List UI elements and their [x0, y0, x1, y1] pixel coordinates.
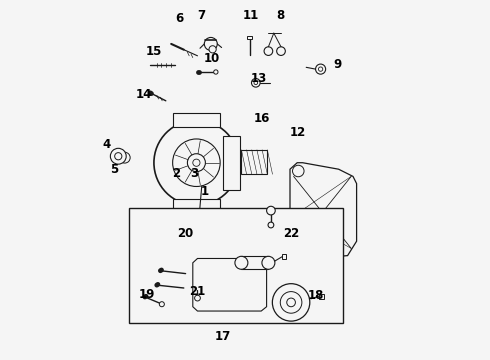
Text: 3: 3 [190, 167, 198, 180]
Circle shape [110, 148, 126, 164]
Text: 1: 1 [200, 185, 209, 198]
Text: 7: 7 [197, 9, 205, 22]
Bar [173, 199, 220, 212]
Bar [223, 136, 240, 190]
Circle shape [154, 120, 239, 205]
Circle shape [254, 81, 258, 85]
Text: 22: 22 [283, 227, 299, 240]
Circle shape [267, 206, 275, 215]
Text: 19: 19 [139, 288, 155, 301]
Text: 11: 11 [242, 9, 259, 22]
Circle shape [172, 139, 220, 186]
Circle shape [318, 67, 323, 71]
Text: 16: 16 [254, 112, 270, 125]
Circle shape [187, 154, 205, 172]
Circle shape [277, 47, 285, 55]
Circle shape [251, 78, 260, 87]
Circle shape [287, 298, 295, 307]
Circle shape [316, 64, 326, 74]
Text: 15: 15 [146, 45, 163, 58]
Circle shape [293, 243, 304, 254]
Bar [242, 256, 269, 269]
Circle shape [272, 284, 310, 321]
Circle shape [264, 47, 273, 55]
Circle shape [159, 302, 164, 307]
Bar [282, 254, 286, 259]
Text: 12: 12 [290, 126, 306, 139]
Circle shape [195, 295, 200, 301]
Circle shape [120, 152, 130, 163]
Text: 20: 20 [177, 227, 194, 240]
Circle shape [193, 159, 200, 166]
Circle shape [262, 256, 275, 269]
Bar [129, 208, 343, 323]
Bar [319, 294, 324, 299]
Circle shape [209, 46, 216, 53]
Text: 8: 8 [276, 9, 284, 22]
Bar [173, 113, 220, 127]
Text: 10: 10 [204, 52, 220, 65]
Text: 14: 14 [135, 88, 152, 101]
Circle shape [204, 37, 217, 50]
Text: 5: 5 [111, 163, 119, 176]
Text: 21: 21 [189, 285, 206, 298]
Circle shape [214, 70, 218, 74]
Bar [176, 213, 216, 233]
Text: 17: 17 [215, 330, 231, 343]
Text: 6: 6 [175, 12, 184, 24]
Circle shape [280, 292, 302, 313]
Text: 18: 18 [308, 289, 324, 302]
Circle shape [235, 256, 248, 269]
Circle shape [115, 153, 122, 160]
Text: 9: 9 [334, 58, 342, 71]
Polygon shape [193, 258, 267, 311]
Circle shape [293, 165, 304, 177]
Bar [247, 36, 252, 39]
Circle shape [268, 222, 274, 228]
Bar [242, 150, 268, 174]
Polygon shape [290, 163, 357, 257]
Text: 2: 2 [172, 167, 181, 180]
Text: 13: 13 [250, 72, 267, 85]
Text: 4: 4 [102, 138, 111, 150]
